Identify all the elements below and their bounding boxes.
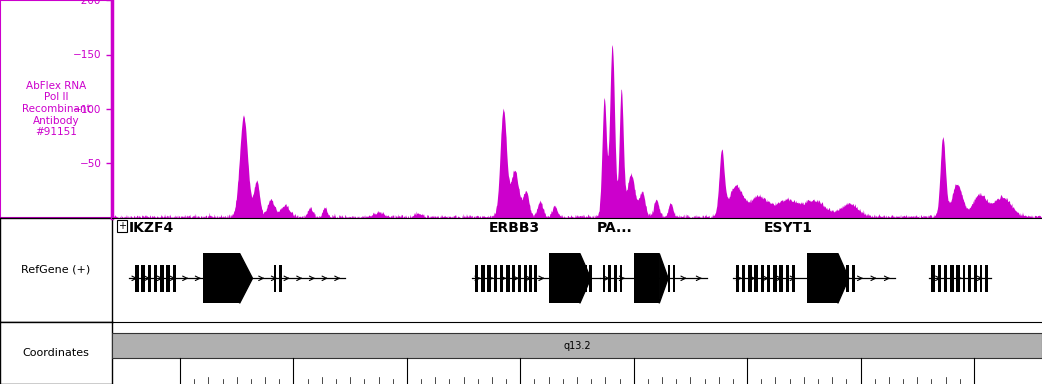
Bar (160, 265, 164, 292)
Bar (761, 265, 764, 292)
Bar (963, 265, 966, 292)
Bar (968, 265, 971, 292)
Bar (529, 265, 531, 292)
Bar (535, 265, 537, 292)
Bar (134, 265, 139, 292)
Bar (986, 265, 988, 292)
Bar (518, 265, 521, 292)
Bar (203, 253, 240, 303)
Polygon shape (660, 253, 668, 303)
Bar (673, 265, 675, 292)
Bar (974, 265, 976, 292)
Bar (944, 265, 947, 292)
Bar (938, 265, 941, 292)
Bar (173, 265, 176, 292)
Text: +: + (118, 221, 126, 231)
Bar (500, 265, 503, 292)
Bar (494, 265, 497, 292)
Bar (754, 265, 758, 292)
Polygon shape (240, 253, 252, 303)
Polygon shape (838, 253, 849, 303)
Bar (620, 265, 622, 292)
Polygon shape (579, 253, 591, 303)
Bar (475, 265, 478, 292)
Bar (957, 265, 960, 292)
Bar (506, 265, 510, 292)
Bar (488, 265, 491, 292)
Bar (786, 265, 789, 292)
Bar (609, 265, 611, 292)
Bar (932, 265, 935, 292)
Text: ESYT1: ESYT1 (764, 221, 813, 235)
Bar (792, 265, 795, 292)
Text: IKZF4: IKZF4 (129, 221, 174, 235)
Bar (736, 265, 739, 292)
Bar (549, 253, 579, 303)
Bar (614, 265, 617, 292)
Text: Coordinates: Coordinates (23, 348, 90, 358)
Bar (634, 253, 660, 303)
Bar (524, 265, 526, 292)
Bar (167, 265, 170, 292)
Bar (602, 265, 605, 292)
Bar (590, 265, 592, 292)
Bar (773, 265, 776, 292)
Bar (950, 265, 953, 292)
Bar (274, 265, 276, 292)
Bar (846, 265, 849, 292)
Bar (584, 265, 587, 292)
Bar (807, 253, 838, 303)
Bar (742, 265, 745, 292)
Text: AbFlex RNA
Pol II
Recombinant
Antibody
#91151: AbFlex RNA Pol II Recombinant Antibody #… (22, 81, 91, 137)
Bar (668, 265, 670, 292)
Bar (142, 265, 145, 292)
Bar (767, 265, 770, 292)
Bar (279, 265, 282, 292)
Text: ERBB3: ERBB3 (489, 221, 540, 235)
Bar (979, 265, 983, 292)
Text: PA...: PA... (597, 221, 632, 235)
Bar (852, 265, 854, 292)
Text: RefGene (+): RefGene (+) (22, 265, 91, 275)
Bar (481, 265, 485, 292)
Bar (748, 265, 751, 292)
Bar (513, 265, 515, 292)
Bar (779, 265, 783, 292)
Bar (111, 333, 1042, 358)
Bar (154, 265, 157, 292)
Bar (148, 265, 151, 292)
Text: q13.2: q13.2 (563, 341, 591, 351)
